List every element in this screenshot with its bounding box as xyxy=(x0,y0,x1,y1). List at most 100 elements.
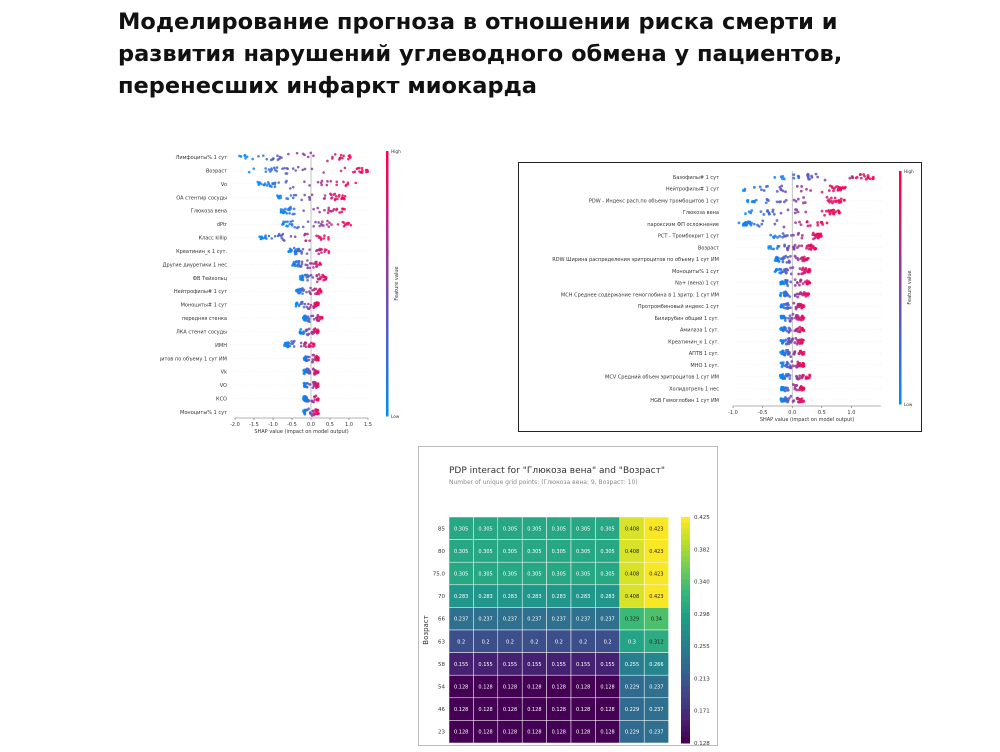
shap-point xyxy=(799,349,803,353)
shap-point xyxy=(286,220,289,223)
shap-point xyxy=(301,274,304,278)
shap-point xyxy=(764,185,768,188)
shap-point xyxy=(864,177,868,181)
shap-point xyxy=(785,260,789,264)
shap-point xyxy=(335,208,338,212)
shap-point xyxy=(797,318,801,321)
colorbar-segment xyxy=(386,389,389,399)
shap-point xyxy=(757,224,761,228)
shap-point xyxy=(252,167,256,170)
heatmap-cell-value: 0.155 xyxy=(503,662,517,668)
shap-summary-chart-glucose: Базофилы# 1 сут Нейтрофилы# 1 сут PDW - Ин… xyxy=(518,162,922,432)
colorbar-segment xyxy=(681,692,690,699)
colorbar-segment xyxy=(386,318,389,329)
shap-point xyxy=(259,237,263,241)
shap-point xyxy=(285,212,289,215)
shap-point xyxy=(292,246,296,250)
shap-point xyxy=(776,244,780,248)
shap-point xyxy=(296,165,300,169)
shap-point xyxy=(799,316,803,320)
shap-point xyxy=(789,280,793,284)
shap-point xyxy=(272,166,276,170)
shap-point xyxy=(277,194,281,198)
shap-point xyxy=(311,276,315,279)
shap-point xyxy=(339,153,343,157)
colorbar-segment xyxy=(386,230,389,240)
shap-point xyxy=(300,250,304,254)
shap-point xyxy=(293,262,297,266)
feature-label: Амилаза 1 сут. xyxy=(680,328,719,334)
x-tick-label: -1.0 xyxy=(728,410,738,416)
colorbar-segment xyxy=(386,177,389,187)
heatmap-cell-value: 0.283 xyxy=(600,594,614,600)
shap-point xyxy=(267,182,271,186)
shap-point xyxy=(786,248,790,252)
shap-point xyxy=(787,303,790,307)
shap-point xyxy=(798,220,801,224)
shap-point xyxy=(280,156,283,159)
shap-point xyxy=(859,173,862,176)
shap-point xyxy=(781,235,784,239)
shap-point xyxy=(790,360,794,363)
shap-point xyxy=(306,220,310,223)
shap-point xyxy=(839,197,843,201)
shap-point xyxy=(795,208,799,212)
heatmap-cell-value: 0.255 xyxy=(625,662,639,668)
pdp-title: PDP interact for "Глюкоза вена" and "Воз… xyxy=(449,466,665,476)
shap-point xyxy=(792,176,796,180)
shap-point xyxy=(310,414,314,417)
shap-point xyxy=(315,234,318,238)
x-tick-label: -0.5 xyxy=(758,410,768,416)
shap-point xyxy=(251,157,254,161)
colorbar-segment xyxy=(681,663,690,671)
feature-label: VO xyxy=(220,383,227,389)
shap-point xyxy=(802,196,805,199)
colorbar-segment xyxy=(681,579,690,586)
shap-point xyxy=(301,168,305,172)
shap-point xyxy=(800,185,804,188)
shap-point xyxy=(780,184,784,188)
feature-label: Возраст xyxy=(698,245,719,251)
shap-point xyxy=(782,282,786,286)
shap-point xyxy=(797,272,801,276)
shap-point xyxy=(304,239,308,242)
shap-point xyxy=(834,210,838,214)
shap-point xyxy=(797,362,800,366)
shap-point xyxy=(263,182,267,185)
heatmap-cell-value: 0.237 xyxy=(600,617,614,623)
shap-point xyxy=(743,189,747,192)
heatmap-cell-value: 0.155 xyxy=(600,662,614,668)
shap-point xyxy=(787,330,791,334)
shap-point xyxy=(291,264,294,267)
shap-point xyxy=(308,411,312,414)
shap-point xyxy=(282,222,285,226)
heatmap-cell-value: 0.283 xyxy=(478,594,492,600)
shap-point xyxy=(775,200,779,204)
colorbar-segment xyxy=(386,186,389,196)
shap-point xyxy=(314,220,317,224)
colorbar-segment xyxy=(681,539,690,546)
shap-point xyxy=(306,279,309,282)
feature-label: Глюкоза вена xyxy=(191,209,227,215)
shap-point xyxy=(297,264,300,268)
shap-point xyxy=(319,317,322,321)
shap-point xyxy=(744,212,747,216)
heatmap-cell-value: 0.128 xyxy=(478,685,492,691)
shap-point xyxy=(306,315,310,318)
shap-point xyxy=(798,397,801,401)
shap-point xyxy=(305,290,308,294)
shap-point xyxy=(753,199,756,203)
shap-point xyxy=(791,312,795,316)
shap-point xyxy=(267,234,271,238)
shap-point xyxy=(299,265,302,268)
shap-point xyxy=(794,336,798,340)
shap-point xyxy=(317,221,320,224)
colorbar-segment xyxy=(681,703,690,710)
shap-point xyxy=(796,197,800,201)
shap-point xyxy=(333,192,337,196)
shap-point xyxy=(323,197,327,200)
colorbar-low-label: Low xyxy=(904,402,913,408)
feature-label: Vo xyxy=(221,182,227,188)
feature-label: Креатинин_к 1 сут. xyxy=(668,339,719,345)
shap-point xyxy=(307,274,311,278)
